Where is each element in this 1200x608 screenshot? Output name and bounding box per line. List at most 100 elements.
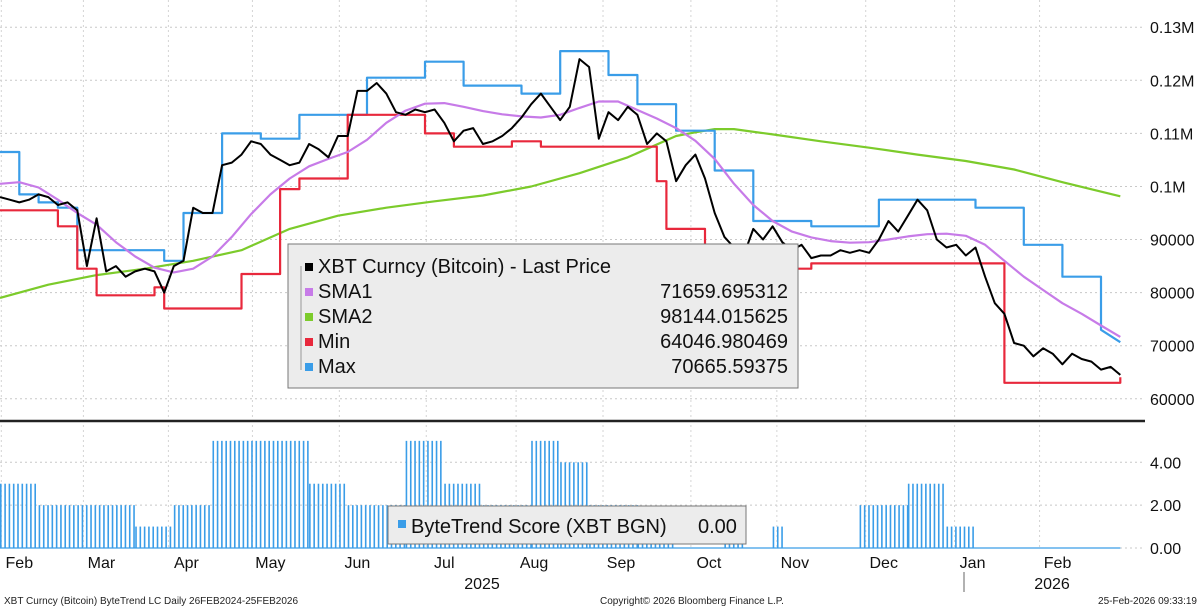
- score-bar: [577, 462, 579, 548]
- score-bar: [321, 483, 324, 548]
- score-bar: [272, 440, 275, 548]
- score-bar: [216, 440, 219, 548]
- price-y-tick-label: 70000: [1150, 339, 1195, 356]
- score-bar: [893, 505, 896, 548]
- legend-swatch: [305, 288, 313, 296]
- series-line-sma1: [0, 100, 1121, 338]
- x-tick-label: Dec: [869, 555, 897, 572]
- score-bar: [347, 505, 350, 548]
- price-y-tick-label: 0.13M: [1150, 20, 1194, 37]
- score-bar: [133, 505, 135, 548]
- score-bar: [863, 505, 866, 548]
- score-bar: [17, 483, 19, 548]
- score-bar: [208, 505, 210, 548]
- score-bar: [573, 462, 575, 548]
- legend-value: 70665.59375: [671, 356, 788, 378]
- score-bar: [772, 526, 775, 548]
- x-tick-label: Jan: [960, 555, 986, 572]
- score-bar: [386, 505, 388, 548]
- score-bar: [242, 440, 245, 548]
- score-bar: [868, 505, 870, 548]
- x-tick-label: Mar: [88, 555, 116, 572]
- score-bar: [259, 440, 262, 548]
- score-bar: [255, 440, 258, 548]
- score-bar: [173, 505, 176, 548]
- score-y-tick-label: 2.00: [1150, 498, 1181, 515]
- score-y-tick-label: 4.00: [1150, 455, 1181, 472]
- score-bar: [776, 526, 779, 548]
- score-bar: [111, 505, 114, 548]
- score-bar: [60, 505, 62, 548]
- legend-label: SMA2: [318, 306, 372, 328]
- score-bar: [12, 483, 15, 548]
- score-bar: [120, 505, 122, 548]
- legend-swatch: [305, 338, 313, 346]
- score-bar: [178, 505, 180, 548]
- score-bar: [925, 483, 927, 548]
- score-bar: [326, 483, 328, 548]
- score-bar: [238, 440, 240, 548]
- price-y-tick-label: 0.11M: [1150, 126, 1193, 143]
- score-bar: [298, 440, 301, 548]
- legend-label: SMA1: [318, 281, 372, 303]
- score-bar: [418, 440, 421, 548]
- score-bar: [585, 462, 588, 548]
- legend-box: [287, 243, 799, 389]
- price-y-tick-label: 80000: [1150, 286, 1195, 303]
- score-bar: [343, 483, 346, 548]
- score-bar: [64, 505, 67, 548]
- score-bar: [156, 526, 159, 548]
- series-line-max: [0, 50, 1121, 344]
- score-bar: [307, 440, 309, 548]
- x-tick-label: Feb: [6, 555, 34, 572]
- footer: XBT Curncy (Bitcoin) ByteTrend LC Daily …: [4, 596, 1197, 607]
- score-legend-label: ByteTrend Score (XBT BGN): [411, 516, 667, 538]
- legend-label: Min: [318, 331, 350, 353]
- score-bar: [148, 526, 150, 548]
- score-bar: [276, 440, 279, 548]
- score-bar: [356, 505, 358, 548]
- score-bar: [38, 505, 41, 548]
- score-bar: [302, 440, 305, 548]
- score-bar: [77, 505, 79, 548]
- score-bar: [568, 462, 571, 548]
- score-bar: [531, 440, 533, 548]
- score-bar: [309, 483, 311, 548]
- score-bar: [916, 483, 919, 548]
- score-bar: [0, 483, 2, 548]
- score-bar: [933, 483, 936, 548]
- score-bar: [98, 505, 101, 548]
- score-bar: [139, 526, 142, 548]
- x-tick-label: Nov: [781, 555, 809, 572]
- score-bars: [0, 440, 1121, 549]
- x-tick-label: May: [255, 555, 285, 572]
- score-bar: [539, 440, 542, 548]
- x-tick-label: Feb: [1044, 555, 1072, 572]
- score-bar: [552, 440, 555, 548]
- score-bar: [950, 526, 953, 548]
- score-bar: [920, 483, 923, 548]
- score-bar: [285, 440, 288, 548]
- legend-swatch: [305, 263, 313, 271]
- price-y-tick-label: 60000: [1150, 392, 1195, 409]
- score-bar: [21, 483, 24, 548]
- score-bar: [51, 505, 54, 548]
- score-bar: [94, 505, 97, 548]
- score-bar: [889, 505, 892, 548]
- score-bar: [414, 440, 416, 548]
- score-bar: [422, 440, 425, 548]
- score-bar: [942, 483, 944, 548]
- score-bar: [251, 440, 253, 548]
- score-bar: [405, 440, 408, 548]
- score-bar: [373, 505, 376, 548]
- score-bar: [233, 440, 236, 548]
- score-bar: [294, 440, 296, 548]
- footer-right: 25-Feb-2026 09:33:19: [1098, 596, 1197, 607]
- score-bar: [556, 440, 559, 548]
- score-bar: [281, 440, 283, 548]
- legend-label: Max: [318, 356, 356, 378]
- legend-label: XBT Curncy (Bitcoin) - Last Price: [318, 256, 611, 278]
- score-legend-box: [387, 505, 747, 545]
- x-tick-label: Aug: [520, 555, 548, 572]
